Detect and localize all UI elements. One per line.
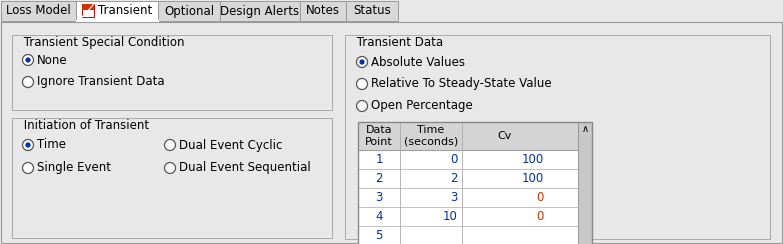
Circle shape (164, 140, 175, 151)
Text: Relative To Steady-State Value: Relative To Steady-State Value (371, 78, 552, 91)
Circle shape (23, 77, 34, 88)
Text: Ignore Transient Data: Ignore Transient Data (37, 75, 164, 89)
Bar (12, 35, 332, 110)
Bar (82, 4, 94, 10)
Text: Transient Data: Transient Data (353, 36, 447, 49)
Text: Dual Event Cyclic: Dual Event Cyclic (179, 139, 283, 152)
Circle shape (356, 101, 367, 112)
Text: 1: 1 (375, 153, 383, 166)
Text: 3: 3 (375, 191, 383, 204)
Text: Status: Status (353, 4, 391, 18)
Bar (76, 1, 158, 21)
Text: 0: 0 (451, 153, 458, 166)
Bar (358, 207, 578, 226)
Text: 100: 100 (521, 153, 544, 166)
Text: 3: 3 (451, 191, 458, 204)
Text: Loss Model: Loss Model (6, 4, 71, 18)
Bar (358, 122, 578, 150)
Text: 100: 100 (521, 172, 544, 185)
Bar (345, 35, 770, 239)
Text: Design Alerts: Design Alerts (221, 4, 300, 18)
Circle shape (23, 54, 34, 65)
Bar (158, 1, 220, 21)
Text: 5: 5 (375, 229, 383, 242)
Text: Transient Special Condition: Transient Special Condition (20, 36, 188, 49)
Text: Cv: Cv (498, 131, 512, 141)
Circle shape (23, 163, 34, 173)
Circle shape (356, 79, 367, 90)
Text: Single Event: Single Event (37, 162, 111, 174)
Text: Open Percentage: Open Percentage (371, 100, 473, 112)
Bar (358, 188, 578, 207)
Text: 4: 4 (375, 210, 383, 223)
Bar (358, 150, 578, 169)
Bar (300, 1, 346, 21)
Text: ∧: ∧ (582, 124, 589, 134)
Text: Time: Time (37, 139, 66, 152)
Circle shape (164, 163, 175, 173)
Bar (346, 1, 398, 21)
Bar (358, 226, 578, 244)
Circle shape (23, 140, 34, 151)
Text: None: None (37, 53, 67, 67)
Text: Initiation of Transient: Initiation of Transient (20, 119, 153, 132)
Circle shape (25, 57, 31, 63)
Text: 10: 10 (443, 210, 458, 223)
Circle shape (359, 59, 365, 65)
Bar (1, 1, 76, 21)
Text: 0: 0 (536, 191, 544, 204)
Bar (82, 4, 94, 17)
Text: 2: 2 (375, 172, 383, 185)
Text: Dual Event Sequential: Dual Event Sequential (179, 162, 311, 174)
Text: Data
Point: Data Point (365, 125, 393, 147)
Bar (358, 122, 592, 244)
Text: 0: 0 (536, 210, 544, 223)
Circle shape (25, 142, 31, 148)
Text: Notes: Notes (306, 4, 340, 18)
Bar (12, 118, 332, 238)
Bar (578, 122, 592, 244)
Circle shape (356, 57, 367, 68)
Bar (220, 1, 300, 21)
Text: Absolute Values: Absolute Values (371, 55, 465, 69)
Text: Time
(seconds): Time (seconds) (404, 125, 458, 147)
Text: Optional: Optional (164, 4, 214, 18)
Text: Transient: Transient (98, 4, 152, 18)
Text: 2: 2 (450, 172, 458, 185)
Bar (358, 169, 578, 188)
